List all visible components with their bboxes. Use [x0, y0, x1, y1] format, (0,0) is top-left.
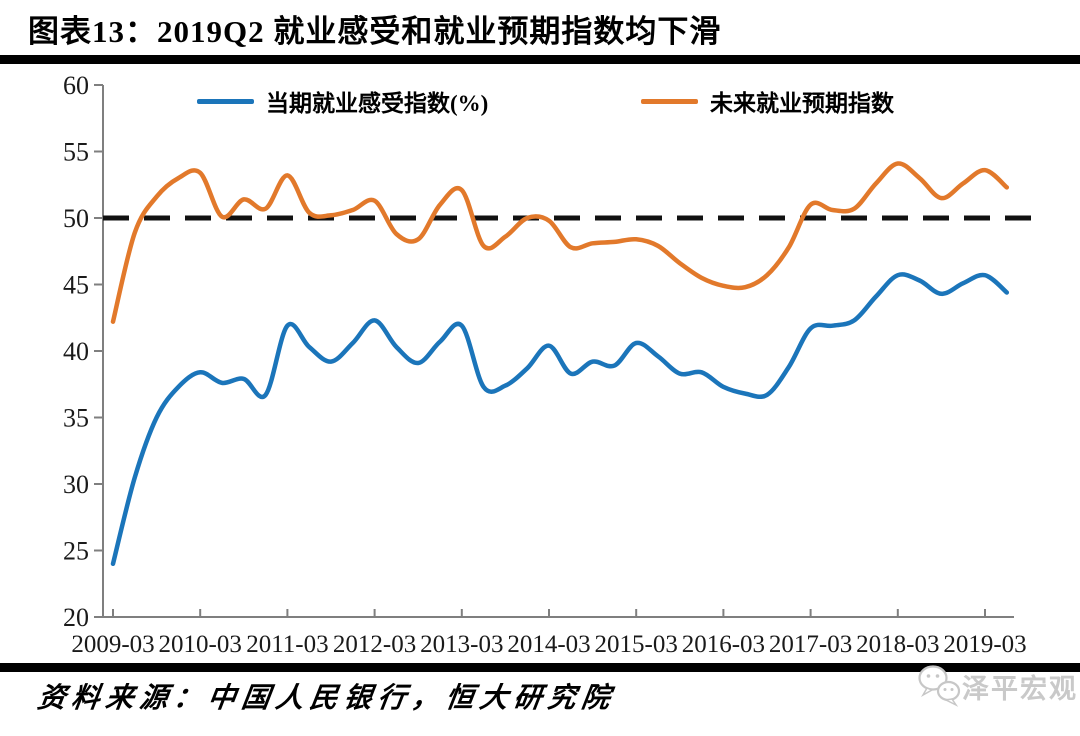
x-tick-label: 2012-03	[333, 631, 416, 658]
series-line-1	[110, 161, 1010, 324]
x-tick-label: 2019-03	[943, 631, 1026, 658]
legend-item-future-index: 未来就业预期指数	[641, 84, 894, 118]
bottom-divider	[0, 663, 1080, 672]
y-tick-label: 40	[63, 337, 89, 366]
y-tick-label: 25	[63, 537, 89, 566]
x-tick-label: 2014-03	[507, 631, 590, 658]
legend-label-current-index: 当期就业感受指数(%)	[266, 91, 489, 116]
y-tick-label: 45	[63, 271, 89, 300]
top-divider	[0, 55, 1080, 64]
y-tick-label: 50	[63, 204, 89, 233]
legend-swatch-orange	[641, 98, 698, 104]
x-tick-label: 2016-03	[682, 631, 765, 658]
x-tick-label: 2018-03	[856, 631, 939, 658]
y-tick-label: 55	[63, 138, 89, 167]
y-tick-label: 35	[63, 404, 89, 433]
wechat-icon	[918, 665, 961, 707]
watermark: 泽平宏观	[916, 662, 1078, 710]
legend-label-future-index: 未来就业预期指数	[710, 91, 894, 116]
watermark-text: 泽平宏观	[962, 673, 1078, 704]
x-tick-label: 2017-03	[769, 631, 852, 658]
x-tick-label: 2009-03	[71, 631, 154, 658]
chart-title: 图表13：2019Q2 就业感受和就业预期指数均下滑	[28, 14, 722, 49]
y-tick-label: 20	[63, 603, 89, 632]
x-tick-label: 2011-03	[246, 631, 328, 658]
x-tick-label: 2010-03	[159, 631, 242, 658]
legend-item-current-index: 当期就业感受指数(%)	[197, 84, 488, 118]
source-note: 资料来源：中国人民银行，恒大研究院	[35, 683, 618, 714]
series-line-0	[110, 272, 1010, 567]
x-tick-label: 2015-03	[595, 631, 678, 658]
legend-swatch-blue	[197, 98, 254, 104]
y-tick-label: 60	[63, 71, 89, 100]
x-tick-label: 2013-03	[420, 631, 503, 658]
y-tick-label: 30	[63, 470, 89, 499]
